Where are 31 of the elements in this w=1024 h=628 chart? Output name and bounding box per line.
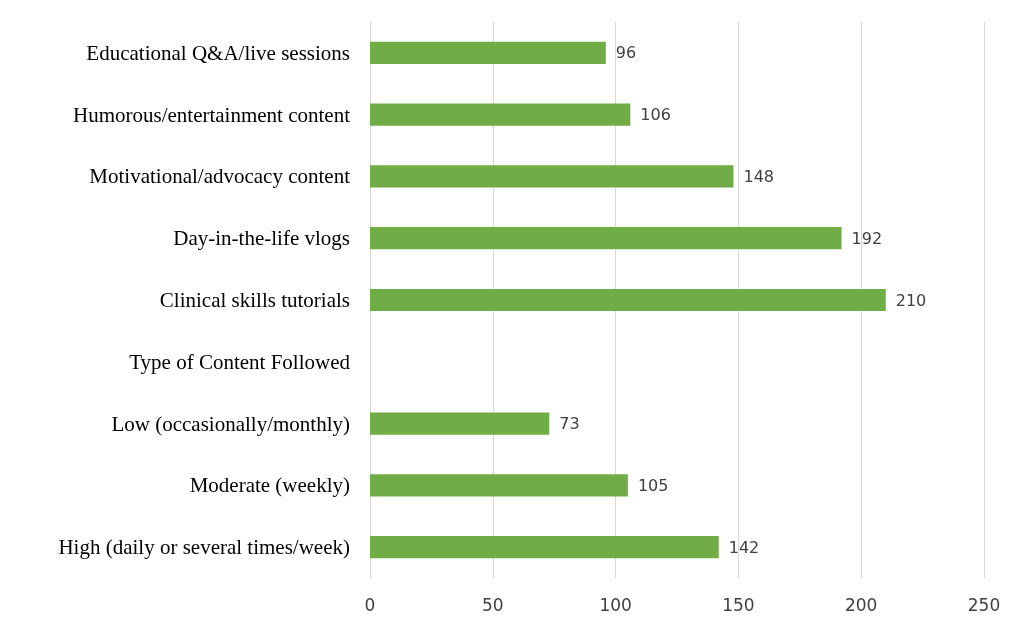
x-tick-label: 0 [364,594,376,615]
y-tick-label: Educational Q&A/live sessions [86,40,350,65]
data-label: 105 [637,475,669,495]
bar [370,412,550,435]
bar [370,227,842,250]
data-label: 148 [743,166,775,186]
data-label: 106 [640,105,671,125]
data-label: 73 [559,414,580,434]
x-tick-label: 250 [967,594,1001,615]
y-tick-label: Day-in-the-life vlogs [173,226,350,251]
x-tick-label: 50 [481,594,504,615]
y-tick-label: Motivational/advocacy content [89,164,351,189]
bar [370,474,628,497]
y-tick-label: Clinical skills tutorials [159,288,350,312]
data-label: 142 [728,537,760,557]
x-tick-label: 100 [599,594,632,615]
x-tick-label: 200 [844,594,878,615]
bar [370,165,734,188]
bar [370,41,606,65]
y-tick-label: Moderate (weekly) [189,473,350,498]
y-tick-label: Low (occasionally/monthly) [111,411,350,436]
data-label: 96 [615,43,637,63]
bar [370,288,886,312]
y-tick-label: Type of Content Followed [129,349,351,374]
x-tick-label: 150 [722,594,755,615]
y-tick-label: Humorous/entertainment content [72,102,351,127]
y-tick-label: High (daily or several times/week) [58,535,350,560]
data-label: 210 [895,290,927,310]
bar [370,535,719,559]
data-label: 192 [851,228,883,248]
bar [370,103,631,126]
